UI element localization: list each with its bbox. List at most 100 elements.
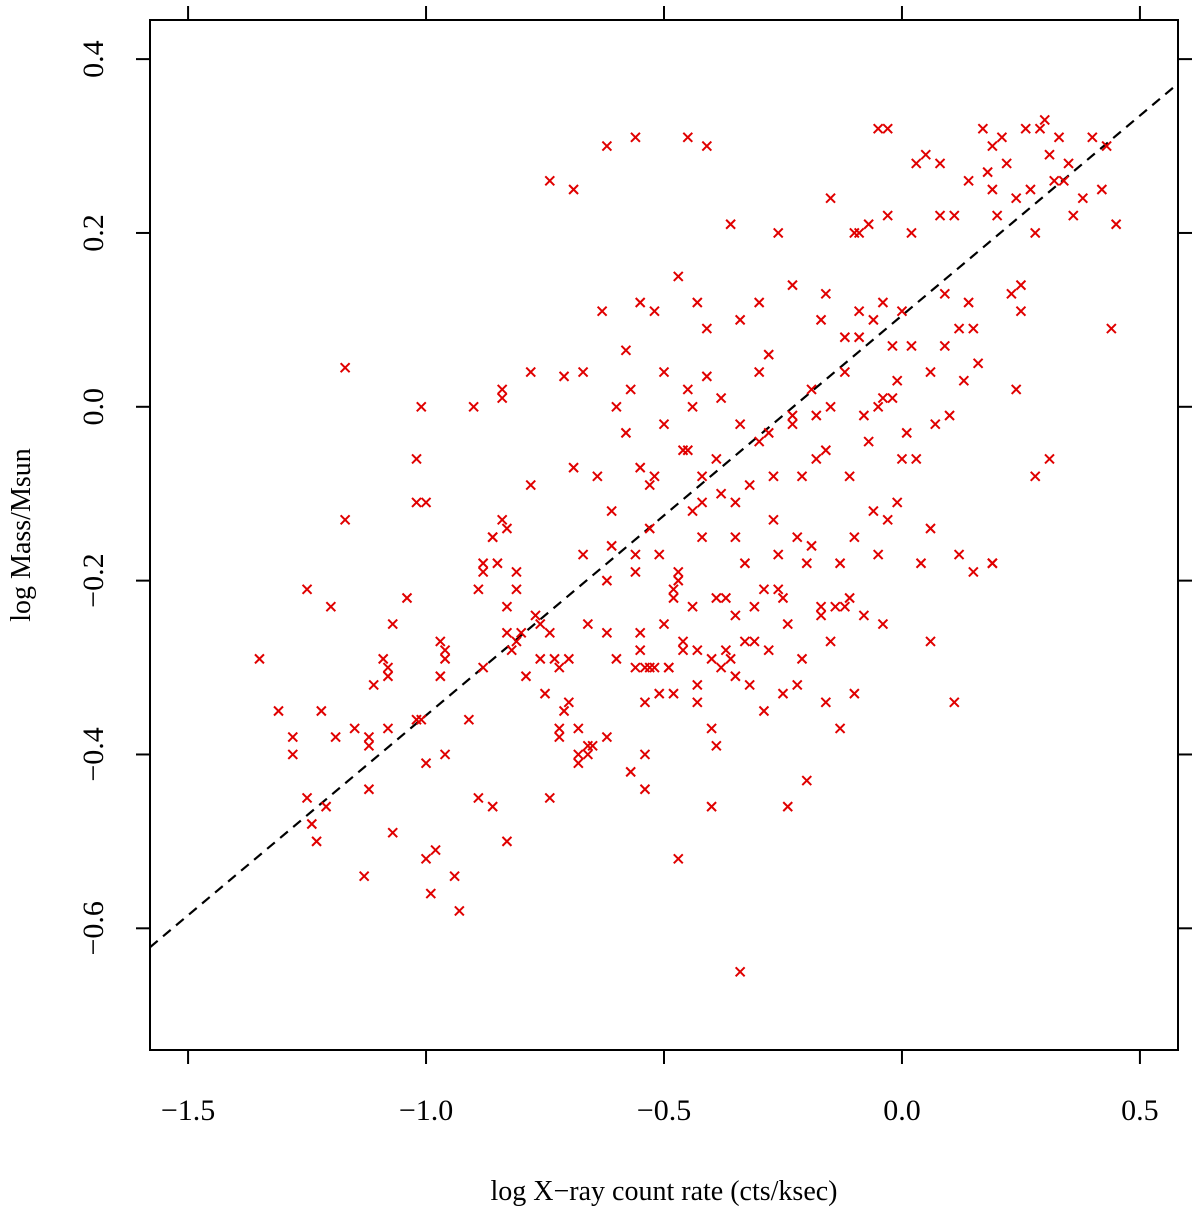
data-point: [706, 723, 717, 734]
data-point: [682, 445, 694, 456]
data-point: [658, 366, 670, 378]
data-point: [492, 558, 503, 569]
data-point: [758, 584, 770, 595]
data-point: [863, 219, 874, 230]
data-point: [477, 662, 489, 673]
data-point: [634, 462, 646, 473]
data-point: [1087, 132, 1098, 143]
data-point: [777, 592, 789, 604]
data-point: [673, 271, 684, 282]
data-point: [730, 610, 741, 621]
data-point: [849, 531, 860, 543]
data-point: [1068, 210, 1079, 221]
x-tick-label: −0.5: [637, 1094, 691, 1127]
data-point: [925, 523, 936, 534]
data-point: [696, 471, 708, 482]
data-point: [439, 749, 451, 760]
data-point: [734, 418, 746, 430]
data-point: [773, 549, 784, 560]
data-point: [568, 184, 579, 195]
data-point: [863, 436, 874, 447]
data-point: [991, 210, 1003, 221]
data-point: [449, 870, 460, 882]
data-point: [882, 514, 893, 525]
data-point: [806, 540, 817, 552]
data-point: [473, 584, 484, 595]
data-point: [725, 653, 736, 665]
data-point: [468, 401, 479, 413]
data-point: [301, 792, 313, 804]
data-point: [701, 371, 713, 382]
data-point: [968, 323, 979, 334]
data-point: [339, 362, 351, 373]
data-point: [858, 610, 870, 621]
data-point: [558, 371, 570, 382]
data-point: [496, 392, 508, 404]
data-point: [325, 601, 337, 612]
data-point: [872, 549, 884, 560]
data-point: [868, 314, 879, 326]
data-point: [944, 410, 955, 421]
data-point: [1006, 288, 1017, 300]
data-point: [606, 505, 617, 517]
data-point: [692, 697, 703, 708]
data-point: [825, 401, 836, 413]
data-point: [811, 410, 822, 421]
data-point: [254, 653, 265, 665]
data-point: [725, 219, 736, 230]
data-point: [287, 749, 298, 760]
data-point: [596, 305, 608, 317]
data-point: [649, 662, 660, 673]
data-point: [734, 314, 746, 326]
data-point: [339, 514, 351, 525]
data-point: [844, 471, 855, 482]
data-point: [416, 714, 427, 725]
data-point: [668, 688, 679, 699]
data-point: [911, 158, 922, 169]
data-point: [454, 905, 465, 917]
data-point: [601, 627, 613, 638]
data-point: [801, 775, 812, 786]
data-point: [687, 601, 698, 612]
x-tick-label: 0.5: [1121, 1094, 1159, 1127]
data-point: [544, 627, 555, 638]
data-point: [639, 697, 651, 708]
data-point: [511, 584, 522, 595]
data-point: [634, 297, 646, 308]
data-point: [1015, 279, 1027, 291]
data-point: [815, 610, 827, 621]
data-point: [711, 453, 722, 465]
data-point: [920, 149, 931, 160]
data-point: [711, 740, 722, 751]
data-point: [692, 297, 703, 308]
data-point: [1063, 158, 1074, 169]
data-point: [815, 601, 827, 612]
data-point: [896, 305, 908, 317]
data-point: [611, 401, 622, 413]
data-point: [673, 566, 684, 578]
data-point: [820, 445, 832, 456]
data-point: [753, 297, 765, 308]
data-point: [644, 662, 655, 673]
data-point: [425, 888, 437, 899]
data-point: [363, 784, 375, 795]
data-point: [868, 505, 879, 517]
data-point: [1044, 453, 1055, 465]
points-group: [254, 114, 1122, 977]
data-point: [687, 505, 698, 517]
data-point: [644, 523, 655, 534]
y-tick-label: 0.4: [77, 40, 110, 77]
data-point: [692, 644, 703, 656]
data-point: [620, 345, 632, 356]
data-point: [744, 679, 755, 691]
data-point: [968, 566, 979, 578]
data-point: [506, 644, 517, 656]
data-point: [658, 418, 670, 430]
data-point: [734, 966, 746, 977]
data-point: [844, 592, 855, 604]
data-point: [301, 584, 313, 595]
data-point: [601, 731, 613, 743]
data-point: [496, 514, 508, 525]
data-point: [535, 618, 546, 630]
